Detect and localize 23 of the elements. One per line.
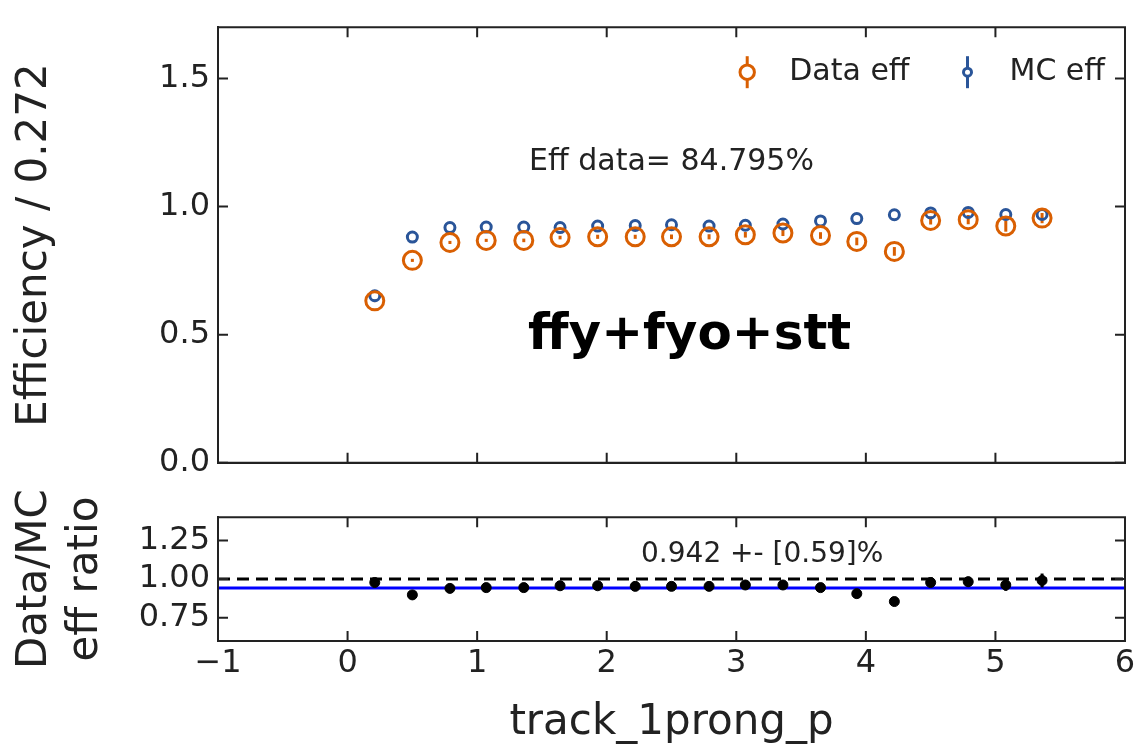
y-axis-title: Efficiency / 0.272 (7, 63, 57, 427)
y-tick-label: 0.75 (138, 596, 210, 635)
x-tick-label: −1 (194, 641, 242, 680)
y-axis-title: Data/MC eff ratio (7, 489, 107, 670)
annotation: ffy+fyo+stt (528, 303, 852, 362)
y-tick-label: 1.0 (159, 184, 210, 223)
annotation: 0.942 +- [0.59]% (641, 535, 884, 569)
legend-label: Data eff (789, 52, 911, 87)
annotation: Eff data= 84.795% (529, 142, 814, 178)
y-tick-label: 1.25 (138, 518, 210, 557)
y-tick-label: 1.5 (159, 56, 210, 95)
x-axis-title: track_1prong_p (509, 694, 834, 744)
x-tick-label: 6 (1114, 641, 1136, 680)
y-tick-label: 0.0 (159, 441, 210, 480)
x-tick-label: 0 (337, 641, 358, 680)
x-tick-label: 2 (596, 641, 617, 680)
x-tick-label: 4 (855, 641, 877, 680)
y-tick-label: 1.00 (138, 557, 210, 596)
legend-label: MC eff (1009, 52, 1107, 87)
y-tick-label: 0.5 (159, 312, 210, 351)
x-tick-label: 5 (985, 641, 1006, 680)
x-tick-label: 1 (466, 641, 488, 680)
x-tick-label: 3 (726, 641, 747, 680)
